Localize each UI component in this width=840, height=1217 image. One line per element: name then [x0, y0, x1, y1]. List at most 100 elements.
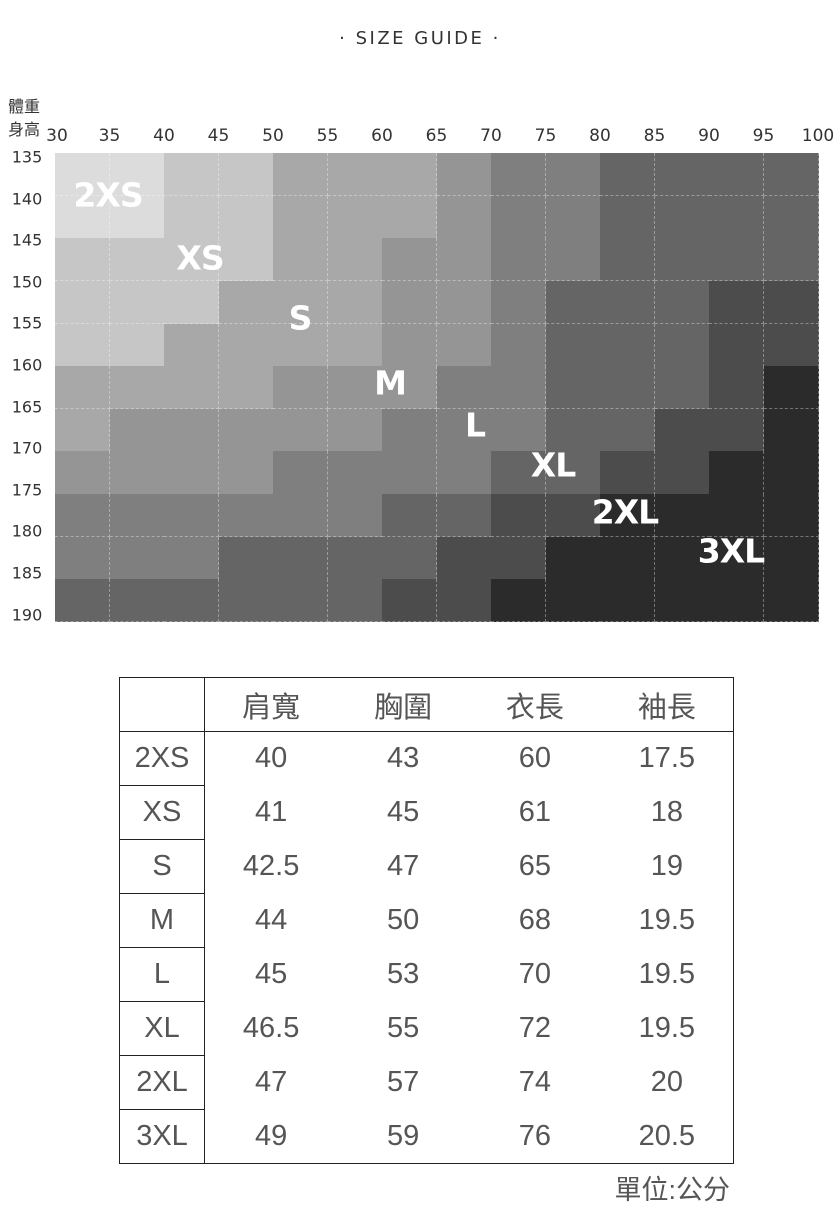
measurement-cell: 20.5 — [600, 1109, 734, 1164]
heatmap-cell — [600, 579, 655, 623]
heatmap-cell — [164, 280, 219, 325]
heatmap-cell — [273, 451, 328, 495]
table-row: 3XL 49 59 76 20.5 — [119, 1109, 734, 1164]
measurement-cell: 49 — [204, 1109, 338, 1164]
y-tick-label: 145 — [11, 230, 43, 250]
heatmap-cell — [600, 366, 655, 410]
heatmap-cell — [55, 536, 110, 580]
heatmap-cell — [55, 238, 110, 282]
x-tick-label: 35 — [98, 126, 121, 146]
measurement-cell: 44 — [255, 904, 288, 936]
heatmap-cell — [600, 323, 655, 367]
heatmap-cell — [709, 536, 764, 580]
heatmap-cell — [109, 153, 165, 197]
heatmap-cell — [436, 494, 492, 538]
heatmap-cell — [491, 195, 546, 239]
heatmap-cell — [218, 153, 274, 197]
heatmap-cell — [109, 408, 165, 452]
x-tick-label: 50 — [262, 126, 284, 146]
heatmap-cell — [600, 536, 655, 580]
heatmap-cell — [218, 280, 274, 325]
heatmap-cell — [273, 494, 328, 538]
heatmap-cell — [709, 323, 764, 367]
heatmap-cell — [164, 153, 219, 197]
heatmap-cell — [327, 366, 383, 410]
size-label-l: L — [464, 405, 486, 445]
column-header: 胸圍 — [337, 677, 469, 732]
size-cell: 2XS — [119, 731, 205, 786]
heatmap-cell — [55, 494, 110, 538]
heatmap-cell — [436, 238, 492, 282]
page-title: · SIZE GUIDE · — [339, 28, 501, 49]
heatmap-cell — [55, 153, 110, 197]
y-tick-label: 140 — [11, 189, 43, 209]
measurement-cell: 68 — [518, 904, 551, 936]
column-header: 肩寬 — [204, 677, 338, 732]
heatmap-cell — [491, 536, 546, 580]
table-row: M 44 50 68 19.5 — [119, 893, 734, 948]
size-cell: 2XL — [119, 1055, 205, 1110]
heatmap-cell — [600, 494, 655, 538]
heatmap-cell — [218, 408, 274, 452]
measurement-cell: 47 — [255, 1066, 288, 1098]
heatmap-cell — [55, 579, 110, 623]
measurement-cell: 55 — [387, 1012, 420, 1044]
measurement-cell: 57 — [387, 1066, 420, 1098]
y-tick-label: 155 — [11, 313, 43, 333]
table-row: 2XL 47 57 74 20 — [119, 1055, 734, 1110]
heatmap-cell — [491, 238, 546, 282]
heatmap-cell — [491, 323, 546, 367]
heatmap-cell — [545, 494, 601, 538]
heatmap-cell — [218, 536, 274, 580]
heatmap-cell — [382, 536, 437, 580]
heatmap-cell — [327, 579, 383, 623]
heatmap-cell — [109, 366, 165, 410]
heatmap-cell — [763, 366, 819, 410]
heatmap-cell — [763, 579, 819, 623]
heatmap-cell — [545, 153, 601, 197]
heatmap-cell — [273, 323, 328, 367]
heatmap-cell — [109, 238, 165, 282]
size-cell: XS — [119, 785, 205, 840]
size-label-xl: XL — [530, 445, 576, 485]
y-tick-label: 170 — [11, 438, 43, 458]
y-tick-label: 185 — [11, 563, 43, 583]
heatmap-cell — [491, 579, 546, 623]
measurement-cell: 50 — [387, 904, 420, 936]
table-row: L 45 53 70 19.5 — [119, 947, 734, 1002]
y-tick-label: 175 — [11, 480, 43, 500]
heatmap-cell — [600, 451, 655, 495]
heatmap-cell — [164, 579, 219, 623]
heatmap-cell — [545, 536, 601, 580]
heatmap-cell — [273, 238, 328, 282]
y-tick-label: 150 — [11, 272, 43, 292]
heatmap-cell — [164, 408, 219, 452]
heatmap-cell — [382, 238, 437, 282]
heatmap-cell — [654, 280, 710, 325]
heatmap-cell — [491, 153, 546, 197]
heatmap-cell — [600, 153, 655, 197]
heatmap-cell — [709, 153, 764, 197]
heatmap-cell — [654, 323, 710, 367]
heatmap-cell — [763, 153, 819, 197]
heatmap-cell — [55, 195, 110, 239]
heatmap-cell — [382, 195, 437, 239]
heatmap-cell — [273, 195, 328, 239]
heatmap-cell — [654, 153, 710, 197]
column-header — [119, 677, 205, 732]
y-tick-label: 180 — [11, 521, 43, 541]
heatmap-cell — [55, 408, 110, 452]
size-cell: L — [119, 947, 205, 1002]
heatmap-cell — [55, 280, 110, 325]
measurement-cell: 46.5 — [242, 1012, 300, 1044]
measurement-cell: 74 — [518, 1066, 551, 1098]
size-cell: S — [119, 839, 205, 894]
heatmap-cell — [763, 408, 819, 452]
heatmap-cell — [218, 579, 274, 623]
heatmap-cell — [545, 451, 601, 495]
size-label-s: S — [288, 298, 313, 338]
heatmap-cell — [218, 366, 274, 410]
y-tick-label: 190 — [11, 605, 43, 625]
x-tick-label: 60 — [371, 126, 393, 146]
measurement-cell: 20 — [600, 1055, 734, 1110]
